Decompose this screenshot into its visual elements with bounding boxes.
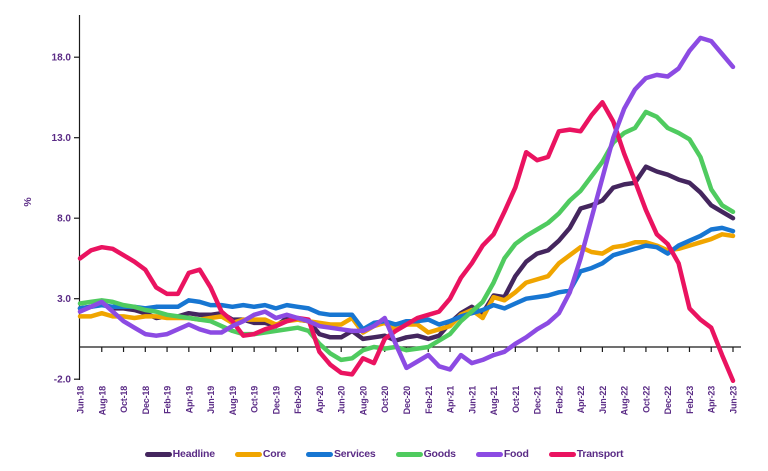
legend-label: Goods	[423, 448, 456, 460]
legend-swatch-goods	[395, 451, 423, 457]
legend-label: Core	[262, 448, 286, 460]
x-tick-label: Dec-20	[402, 386, 412, 415]
x-tick-label: Aug-19	[228, 386, 238, 415]
legend-label: Headline	[172, 448, 215, 460]
y-tick-label: -2.0	[54, 375, 72, 386]
series-line-transport	[77, 100, 736, 384]
x-tick-label: Apr-20	[315, 386, 325, 414]
x-tick-label: Dec-22	[663, 386, 673, 415]
chart-legend: Headline Core Services Goods Food Transport	[0, 443, 768, 465]
legend-item-services: Services	[305, 448, 376, 460]
legend-item-goods: Goods	[395, 448, 456, 460]
series-line-services	[77, 225, 736, 332]
x-tick-label: Oct-19	[250, 386, 260, 413]
y-tick-label: 18.0	[52, 53, 72, 64]
x-tick-label: Apr-19	[184, 386, 194, 414]
legend-swatch-core	[234, 451, 262, 457]
x-tick-label: Jun-22	[598, 386, 608, 414]
x-tick-label: Jun-20	[337, 386, 347, 414]
legend-swatch-food	[475, 451, 503, 457]
series-line-goods	[77, 109, 736, 363]
y-tick-label: 8.0	[57, 214, 71, 225]
legend-swatch-services	[305, 451, 333, 457]
legend-item-transport: Transport	[548, 448, 624, 460]
x-tick-label: Apr-22	[576, 386, 586, 414]
y-axis-title: %	[22, 197, 34, 207]
legend-label: Transport	[576, 448, 624, 460]
y-tick-label: 13.0	[52, 133, 72, 144]
x-tick-label: Aug-18	[97, 386, 107, 415]
x-tick-label: Aug-20	[358, 386, 368, 415]
x-tick-label: Apr-21	[446, 386, 456, 414]
x-tick-label: Dec-18	[141, 386, 151, 415]
legend-item-food: Food	[475, 448, 529, 460]
x-tick-label: Oct-20	[380, 386, 390, 413]
legend-label: Services	[333, 448, 376, 460]
y-tick-label: 3.0	[57, 294, 71, 305]
x-tick-label: Feb-20	[293, 386, 303, 414]
x-tick-label: Feb-23	[685, 386, 695, 414]
x-tick-label: Jun-21	[467, 386, 477, 414]
x-tick-label: Apr-23	[707, 386, 717, 414]
x-tick-label: Dec-19	[271, 386, 281, 415]
series-line-food	[77, 35, 736, 372]
legend-item-core: Core	[234, 448, 286, 460]
legend-item-headline: Headline	[144, 448, 215, 460]
x-tick-label: Feb-19	[163, 386, 173, 414]
x-tick-label: Aug-22	[620, 386, 630, 415]
legend-label: Food	[503, 448, 529, 460]
x-tick-label: Oct-21	[511, 386, 521, 413]
series-line-headline	[77, 164, 736, 343]
x-tick-label: Dec-21	[533, 386, 543, 415]
legend-swatch-transport	[548, 451, 576, 457]
x-tick-label: Feb-22	[554, 386, 564, 414]
x-tick-label: Jun-23	[729, 386, 739, 414]
x-tick-label: Jun-19	[206, 386, 216, 414]
x-tick-label: Oct-22	[641, 386, 651, 413]
x-tick-label: Jun-18	[76, 386, 86, 414]
legend-swatch-headline	[144, 451, 172, 457]
x-tick-label: Aug-21	[489, 386, 499, 415]
x-tick-label: Oct-18	[119, 386, 129, 413]
x-tick-label: Feb-21	[424, 386, 434, 414]
